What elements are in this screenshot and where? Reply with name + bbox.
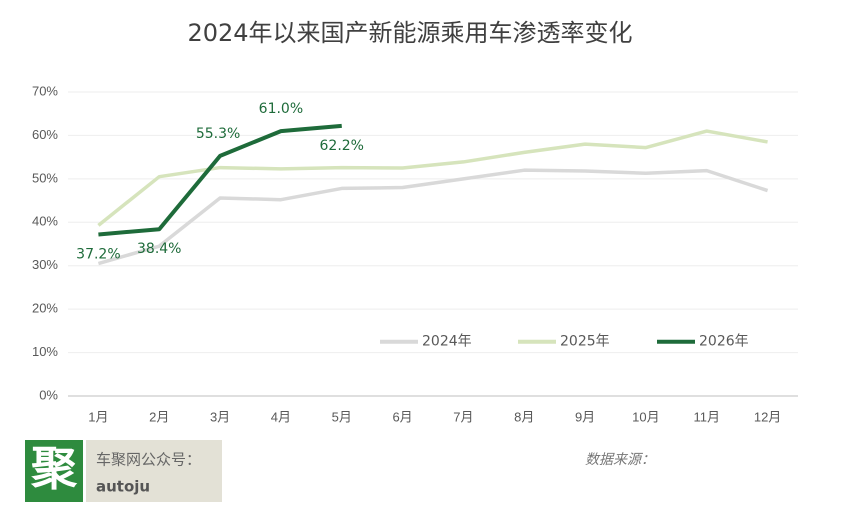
account-label: 车聚网公众号： xyxy=(96,451,201,469)
x-tick-label: 9月 xyxy=(575,409,595,424)
y-tick-label: 10% xyxy=(32,344,58,359)
y-tick-label: 30% xyxy=(32,257,58,272)
data-label: 61.0% xyxy=(259,101,303,117)
series-line xyxy=(97,168,769,266)
y-tick-label: 70% xyxy=(32,83,58,98)
chart-title: 2024年以来国产新能源乘用车渗透率变化 xyxy=(187,19,632,47)
x-tick-label: 3月 xyxy=(210,409,230,424)
x-tick-label: 7月 xyxy=(453,409,473,424)
x-tick-label: 4月 xyxy=(271,409,291,424)
x-tick-label: 5月 xyxy=(332,409,352,424)
x-tick-label: 8月 xyxy=(514,409,534,424)
account-box xyxy=(86,440,222,502)
x-tick-label: 12月 xyxy=(754,409,781,424)
x-tick-label: 10月 xyxy=(632,409,659,424)
y-tick-label: 60% xyxy=(32,127,58,142)
y-tick-label: 0% xyxy=(39,387,58,402)
x-tick-label: 6月 xyxy=(392,409,412,424)
y-tick-label: 40% xyxy=(32,214,58,229)
logo-box xyxy=(25,440,83,502)
account-name: autoju xyxy=(96,478,150,496)
legend-label: 2026年 xyxy=(699,334,749,350)
x-tick-label: 2月 xyxy=(149,409,169,424)
legend-label: 2024年 xyxy=(422,334,472,350)
y-tick-label: 20% xyxy=(32,301,58,316)
data-label: 62.2% xyxy=(320,138,364,154)
logo-text: 聚 xyxy=(30,442,78,496)
data-label: 55.3% xyxy=(196,126,240,142)
x-tick-label: 11月 xyxy=(694,409,721,424)
legend-label: 2025年 xyxy=(560,334,610,350)
y-tick-label: 50% xyxy=(32,170,58,185)
data-label: 37.2% xyxy=(76,246,120,262)
source: 数据来源： xyxy=(585,452,655,468)
data-label: 38.4% xyxy=(137,241,181,257)
series-line xyxy=(98,123,342,237)
series-line xyxy=(97,129,768,227)
x-tick-label: 1月 xyxy=(88,409,108,424)
